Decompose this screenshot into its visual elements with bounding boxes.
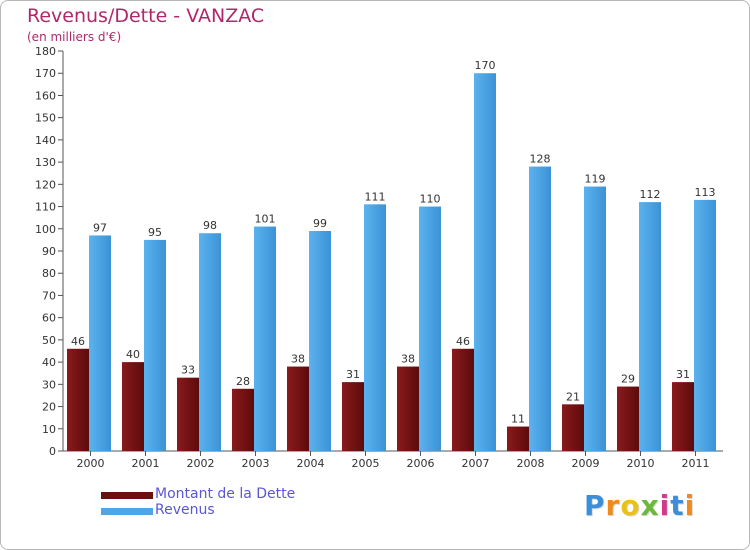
bar-revenus [144, 239, 166, 451]
bar-dette [397, 366, 419, 451]
x-tick-label: 2007 [462, 457, 490, 470]
bar-dette [67, 348, 89, 451]
y-tick-label: 60 [42, 312, 56, 325]
y-tick-label: 130 [35, 156, 56, 169]
y-tick-label: 80 [42, 267, 56, 280]
y-tick-label: 20 [42, 401, 56, 414]
data-label: 110 [420, 193, 441, 206]
x-tick-label: 2002 [187, 457, 215, 470]
data-label: 170 [475, 59, 496, 72]
y-tick-label: 40 [42, 356, 56, 369]
bar-revenus [89, 235, 111, 451]
bar-dette [672, 382, 694, 451]
data-label: 33 [181, 364, 195, 377]
y-tick-label: 150 [35, 112, 56, 125]
bar-dette [617, 386, 639, 451]
bar-dette [177, 377, 199, 451]
data-label: 95 [148, 226, 162, 239]
bar-dette [287, 366, 309, 451]
data-label: 119 [585, 173, 606, 186]
bar-revenus [364, 204, 386, 451]
data-label: 111 [365, 190, 386, 203]
logo-letter: x [640, 489, 660, 522]
bar-dette [232, 388, 254, 451]
legend-label-revenus: Revenus [155, 502, 215, 518]
x-tick-label: 2009 [572, 457, 600, 470]
data-label: 29 [621, 373, 635, 386]
y-tick-label: 170 [35, 67, 56, 80]
y-tick-label: 30 [42, 378, 56, 391]
chart-title: Revenus/Dette - VANZAC [27, 5, 265, 27]
y-tick-label: 180 [35, 45, 56, 58]
data-label: 31 [676, 368, 690, 381]
x-tick-label: 2010 [627, 457, 655, 470]
data-label: 112 [640, 188, 661, 201]
x-tick-label: 2011 [682, 457, 710, 470]
data-label: 11 [511, 413, 525, 426]
x-tick-label: 2001 [132, 457, 160, 470]
bar-dette [342, 382, 364, 451]
data-label: 97 [93, 221, 107, 234]
data-label: 101 [255, 213, 276, 226]
legend-swatch-revenus [101, 508, 153, 515]
logo-letter: P [584, 489, 606, 522]
y-tick-label: 110 [35, 201, 56, 214]
bar-revenus [199, 233, 221, 451]
data-label: 128 [530, 153, 551, 166]
data-label: 99 [313, 217, 327, 230]
bar-revenus [639, 202, 661, 451]
data-label: 28 [236, 375, 250, 388]
data-label: 38 [401, 353, 415, 366]
x-tick-label: 2003 [242, 457, 270, 470]
x-tick-label: 2000 [77, 457, 105, 470]
data-label: 46 [456, 335, 470, 348]
proxiti-logo: Proxiti [584, 489, 695, 522]
data-label: 46 [71, 335, 85, 348]
y-tick-label: 160 [35, 89, 56, 102]
data-label: 40 [126, 348, 140, 361]
bar-dette [562, 404, 584, 451]
y-tick-label: 0 [49, 445, 56, 458]
logo-letter: r [605, 489, 621, 522]
legend-swatch-dette [101, 492, 153, 499]
chart-subtitle: (en milliers d'€) [27, 30, 122, 44]
x-tick-label: 2006 [407, 457, 435, 470]
y-tick-label: 10 [42, 423, 56, 436]
logo-letter: t [670, 489, 685, 522]
bar-revenus [694, 199, 716, 451]
logo-letter: i [659, 489, 671, 522]
legend-label-dette: Montant de la Dette [155, 486, 296, 502]
y-tick-label: 100 [35, 223, 56, 236]
data-label: 38 [291, 353, 305, 366]
y-tick-label: 90 [42, 245, 56, 258]
x-tick-label: 2008 [517, 457, 545, 470]
bar-revenus [254, 226, 276, 451]
data-label: 98 [203, 219, 217, 232]
bar-revenus [474, 73, 496, 451]
data-label: 113 [695, 186, 716, 199]
bar-dette [507, 426, 529, 451]
bar-dette [122, 362, 144, 451]
x-tick-label: 2004 [297, 457, 325, 470]
y-tick-label: 120 [35, 178, 56, 191]
bar-revenus [584, 186, 606, 452]
bar-revenus [309, 231, 331, 451]
y-tick-label: 50 [42, 334, 56, 347]
bar-revenus [529, 166, 551, 452]
data-label: 21 [566, 390, 580, 403]
y-tick-label: 70 [42, 289, 56, 302]
x-tick-label: 2005 [352, 457, 380, 470]
bar-revenus [419, 206, 441, 451]
logo-letter: i [684, 489, 696, 522]
logo-letter: o [620, 489, 641, 522]
y-tick-label: 140 [35, 134, 56, 147]
data-label: 31 [346, 368, 360, 381]
bar-dette [452, 348, 474, 451]
